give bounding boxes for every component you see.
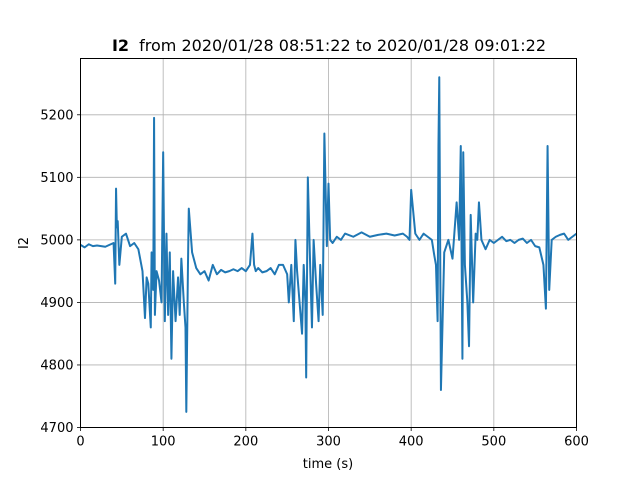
- x-tick-label: 0: [76, 435, 84, 450]
- y-tick-label: 4700: [40, 421, 73, 436]
- y-tick-label: 4900: [40, 296, 73, 311]
- x-tick-label: 200: [233, 435, 258, 450]
- series-line: [79, 76, 578, 413]
- y-axis: 4700 4800 4900 5000 5100 5200: [40, 108, 81, 436]
- x-axis-label: time (s): [303, 457, 353, 472]
- chart-title-bold: I2: [112, 36, 129, 55]
- chart-title: I2 from 2020/01/28 08:51:22 to 2020/01/2…: [112, 36, 546, 55]
- chart-title-rest: from 2020/01/28 08:51:22 to 2020/01/28 0…: [139, 36, 546, 55]
- y-axis-label: I2: [17, 237, 32, 249]
- x-tick-label: 500: [481, 435, 506, 450]
- x-tick-label: 400: [399, 435, 424, 450]
- y-tick-label: 5200: [40, 108, 73, 123]
- y-tick-label: 4800: [40, 358, 73, 373]
- y-tick-label: 5100: [40, 171, 73, 186]
- plot-series: [79, 76, 578, 413]
- x-tick-label: 100: [151, 435, 176, 450]
- x-axis: 0 100 200 300 400 500 600: [76, 427, 589, 450]
- x-tick-label: 300: [316, 435, 341, 450]
- x-tick-label: 600: [564, 435, 589, 450]
- y-tick-label: 5000: [40, 233, 73, 248]
